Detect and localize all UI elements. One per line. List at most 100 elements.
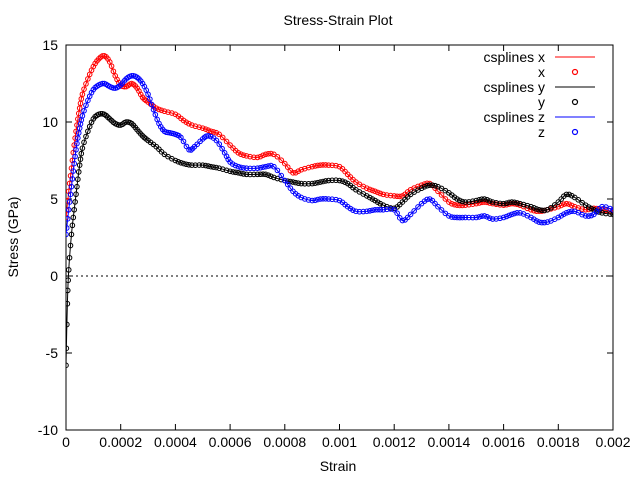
- data-point-y: [66, 287, 71, 294]
- data-point-x: [81, 86, 87, 92]
- data-point-x: [366, 186, 373, 193]
- data-point-y: [364, 193, 370, 199]
- data-point-y: [486, 198, 493, 204]
- data-point-y: [484, 196, 490, 203]
- data-point-y: [418, 185, 425, 192]
- data-point-z: [66, 199, 73, 205]
- data-point-y: [76, 162, 83, 168]
- x-tick-label: 0.0018: [537, 434, 580, 450]
- data-point-z: [528, 214, 534, 221]
- data-point-x: [196, 124, 202, 130]
- data-point-x: [451, 201, 458, 208]
- data-point-y: [205, 163, 212, 169]
- data-point-y: [265, 172, 272, 178]
- data-point-y: [493, 200, 500, 206]
- data-point-x: [153, 105, 160, 111]
- data-point-y: [509, 199, 515, 205]
- data-point-z: [66, 225, 70, 231]
- data-point-z: [301, 196, 308, 202]
- data-point-x: [320, 162, 326, 168]
- legend-label: y: [538, 94, 545, 110]
- data-point-x: [418, 182, 425, 188]
- data-point-y: [514, 200, 520, 206]
- data-point-y: [274, 175, 281, 182]
- data-point-z: [469, 214, 476, 221]
- data-point-x: [216, 131, 222, 138]
- data-point-z: [394, 210, 400, 216]
- data-point-z: [66, 215, 71, 222]
- data-point-z: [356, 208, 363, 215]
- data-point-y: [183, 161, 190, 168]
- data-point-y: [320, 178, 326, 185]
- data-point-y: [298, 180, 305, 187]
- data-point-y: [339, 178, 346, 184]
- data-point-z: [274, 167, 281, 174]
- data-point-x: [568, 202, 575, 209]
- data-point-y: [290, 179, 296, 185]
- data-point-z: [251, 165, 257, 172]
- data-point-x: [247, 153, 253, 160]
- data-point-y: [66, 277, 71, 284]
- data-point-z: [314, 196, 321, 203]
- data-point-z: [83, 102, 89, 109]
- data-point-z: [74, 140, 80, 147]
- data-point-y: [192, 162, 199, 168]
- data-point-z: [500, 214, 507, 221]
- legend-label: csplines z: [484, 109, 545, 125]
- data-point-z: [73, 146, 79, 153]
- data-point-x: [238, 151, 244, 158]
- data-point-x: [99, 53, 106, 59]
- data-point-z: [284, 181, 291, 188]
- data-point-y: [67, 242, 74, 249]
- data-point-z: [387, 206, 394, 212]
- series-group: [66, 52, 613, 369]
- data-point-z: [473, 214, 480, 221]
- series-line-y: [66, 113, 613, 366]
- data-point-y: [575, 197, 582, 203]
- data-point-y: [579, 199, 585, 206]
- data-point-z: [561, 211, 567, 217]
- data-point-y: [268, 173, 274, 180]
- data-point-y: [208, 163, 214, 170]
- data-point-z: [260, 164, 266, 170]
- data-point-x: [290, 170, 296, 176]
- data-point-z: [194, 141, 200, 148]
- y-tick-label: 5: [50, 191, 58, 207]
- data-point-x: [446, 199, 452, 205]
- data-point-x: [459, 202, 466, 209]
- legend-point-swatch: [571, 98, 579, 106]
- data-point-x: [394, 193, 400, 200]
- data-point-y: [68, 231, 75, 238]
- data-point-y: [312, 180, 318, 186]
- data-point-z: [517, 210, 523, 216]
- data-point-y: [260, 171, 266, 177]
- data-point-z: [271, 163, 277, 170]
- data-point-y: [536, 206, 542, 213]
- data-point-z: [466, 214, 472, 221]
- data-point-z: [110, 85, 117, 91]
- data-point-y: [196, 162, 202, 168]
- data-point-x: [73, 128, 79, 135]
- data-point-z: [72, 153, 78, 160]
- data-point-x: [369, 187, 376, 194]
- data-point-x: [561, 201, 567, 207]
- data-point-y: [199, 162, 206, 168]
- data-point-x: [75, 116, 81, 122]
- data-point-z: [588, 212, 595, 219]
- data-point-z: [399, 217, 406, 224]
- data-point-x: [227, 142, 233, 148]
- data-point-x: [309, 163, 315, 170]
- data-point-z: [183, 143, 190, 150]
- x-tick-label: 0.001: [322, 434, 357, 450]
- x-tick-label: 0.002: [595, 434, 630, 450]
- data-point-z: [145, 91, 151, 98]
- data-point-y: [71, 206, 77, 213]
- data-point-y: [123, 119, 129, 125]
- data-point-y: [73, 191, 79, 198]
- data-point-y: [607, 211, 613, 217]
- data-point-y: [247, 171, 253, 178]
- data-point-z: [282, 177, 288, 184]
- data-point-y: [189, 162, 195, 168]
